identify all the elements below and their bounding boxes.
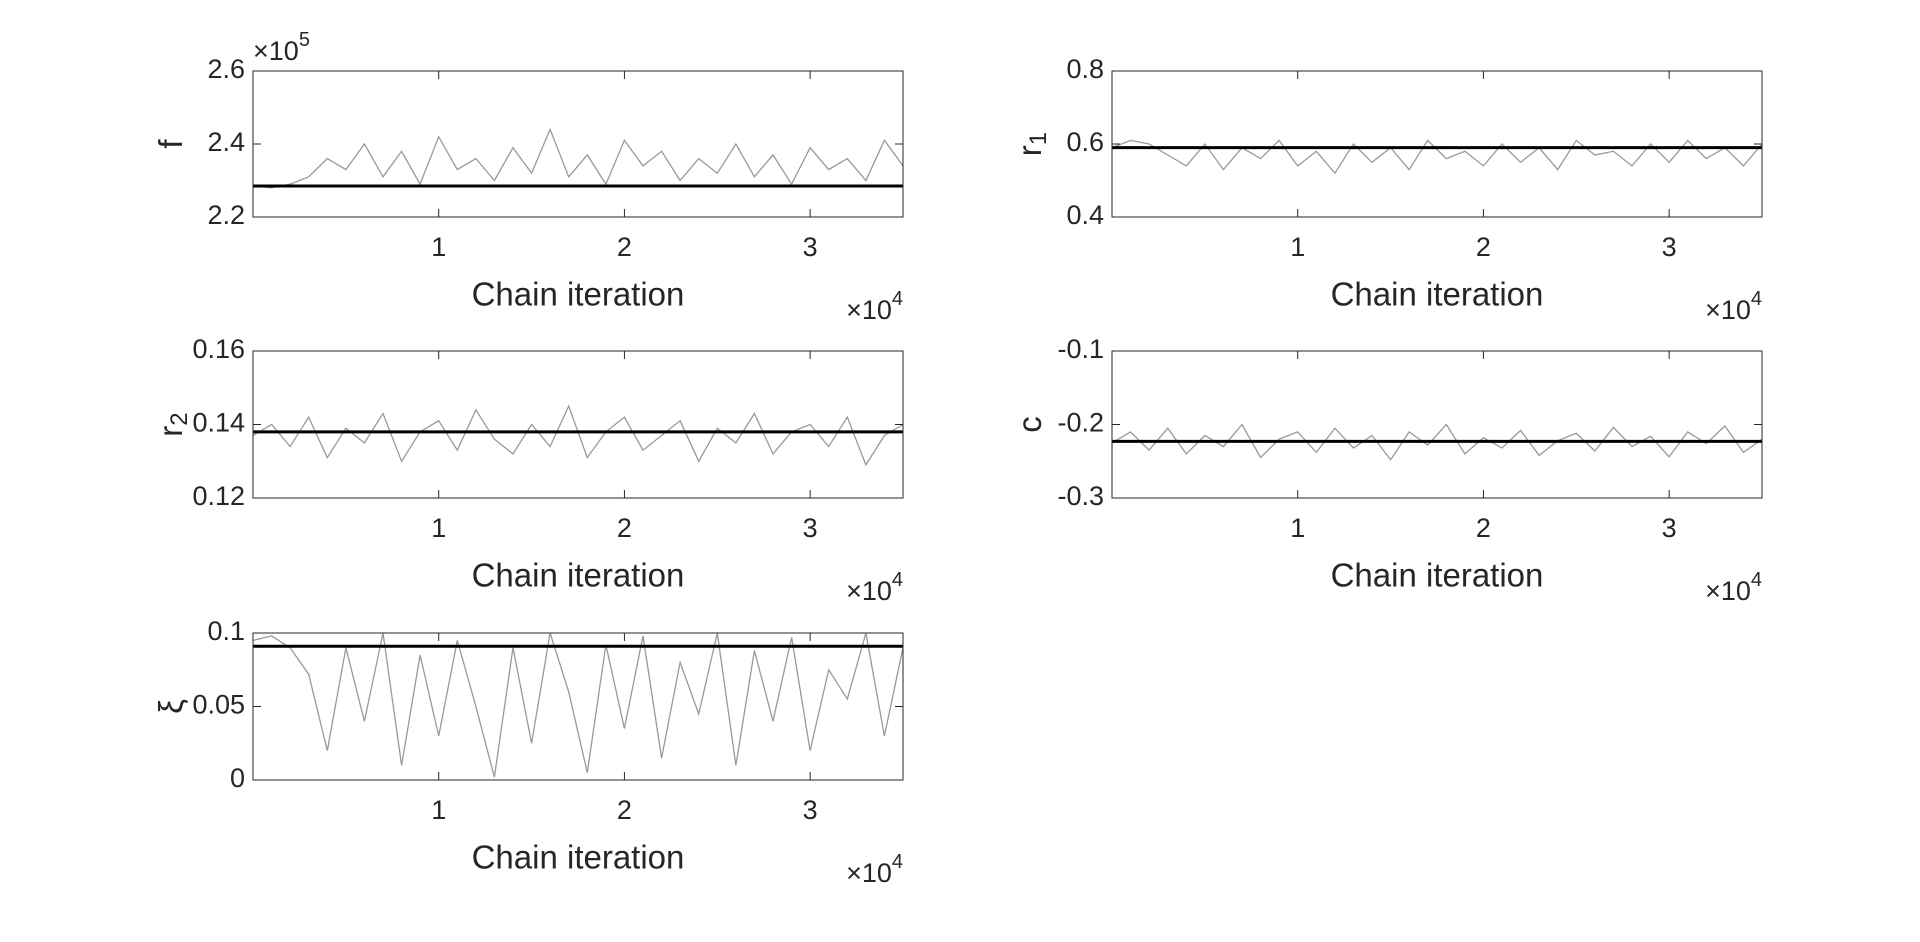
plot-area <box>253 633 903 778</box>
y-axis-label: f <box>152 139 189 149</box>
plot-area <box>253 127 903 189</box>
x-tick-label: 2 <box>1476 513 1491 543</box>
multiplier-power: 4 <box>892 288 903 310</box>
y-tick-label: 0.16 <box>192 334 245 364</box>
axes-box <box>1111 70 1763 218</box>
y-tick-label: -0.1 <box>1057 334 1104 364</box>
trace-line <box>253 633 903 778</box>
x-axis-label: Chain iteration <box>1331 557 1544 594</box>
y-label-main: r <box>152 426 189 437</box>
axes-box <box>252 70 904 218</box>
y-tick-label: 0.12 <box>192 481 245 511</box>
y-tick-label: 0.05 <box>192 690 245 720</box>
plot-area <box>1112 423 1762 461</box>
axis-multiplier: ×104 <box>846 851 903 888</box>
y-tick-label: 0.8 <box>1066 54 1104 84</box>
y-axis-label: c <box>1011 416 1048 433</box>
x-tick-label: 2 <box>617 513 632 543</box>
y-label-subscript: 1 <box>1025 132 1052 145</box>
multiplier-power: 4 <box>892 569 903 591</box>
multiplier-base: ×10 <box>846 576 892 606</box>
axes-box <box>252 632 904 781</box>
y-tick-label: -0.2 <box>1057 408 1104 438</box>
y-tick-label: 0.6 <box>1066 127 1104 157</box>
y-label-main: ξ <box>152 699 189 714</box>
multiplier-power: 4 <box>892 851 903 873</box>
x-tick-label: 2 <box>1476 232 1491 262</box>
y-tick-label: 2.6 <box>207 54 245 84</box>
axis-multiplier: ×105 <box>253 29 310 66</box>
y-tick-label: -0.3 <box>1057 481 1104 511</box>
x-tick-label: 2 <box>617 795 632 825</box>
x-tick-label: 3 <box>1662 232 1677 262</box>
multiplier-power: 4 <box>1751 569 1762 591</box>
y-axis-label: r2 <box>152 412 194 436</box>
plot-area <box>253 404 903 467</box>
axes-box <box>1111 350 1763 499</box>
x-tick-label: 3 <box>803 795 818 825</box>
axis-multiplier: ×104 <box>1705 288 1762 325</box>
x-tick-label: 3 <box>1662 513 1677 543</box>
y-axis-label: r1 <box>1011 132 1053 156</box>
multiplier-base: ×10 <box>1705 576 1751 606</box>
y-tick-label: 0 <box>230 763 245 793</box>
x-tick-label: 3 <box>803 232 818 262</box>
x-axis-label: Chain iteration <box>472 839 685 876</box>
x-tick-label: 1 <box>1290 232 1305 262</box>
multiplier-base: ×10 <box>846 858 892 888</box>
y-tick-label: 2.2 <box>207 200 245 230</box>
x-tick-label: 1 <box>431 513 446 543</box>
axis-multiplier: ×104 <box>846 569 903 606</box>
trace-line <box>253 127 903 189</box>
multiplier-base: ×10 <box>846 295 892 325</box>
trace-line <box>1112 423 1762 461</box>
x-tick-label: 1 <box>1290 513 1305 543</box>
x-tick-label: 3 <box>803 513 818 543</box>
trace-line <box>253 404 903 467</box>
x-axis-label: Chain iteration <box>472 276 685 313</box>
y-axis-label: ξ <box>152 699 189 714</box>
axes-box <box>252 350 904 499</box>
y-label-main: f <box>152 139 189 149</box>
trace-line <box>1112 139 1762 175</box>
y-tick-label: 2.4 <box>207 127 245 157</box>
y-tick-label: 0.1 <box>207 616 245 646</box>
y-label-main: c <box>1011 416 1048 433</box>
x-axis-label: Chain iteration <box>472 557 685 594</box>
multiplier-base: ×10 <box>1705 295 1751 325</box>
x-axis-label: Chain iteration <box>1331 276 1544 313</box>
y-tick-label: 0.14 <box>192 408 245 438</box>
x-tick-label: 1 <box>431 232 446 262</box>
x-tick-label: 2 <box>617 232 632 262</box>
x-tick-label: 1 <box>431 795 446 825</box>
axis-multiplier: ×104 <box>846 288 903 325</box>
multiplier-power: 4 <box>1751 288 1762 310</box>
y-label-main: r <box>1011 145 1048 156</box>
multiplier-base: ×10 <box>253 36 299 66</box>
axis-multiplier: ×104 <box>1705 569 1762 606</box>
multiplier-power: 5 <box>299 29 310 51</box>
y-tick-label: 0.4 <box>1066 200 1104 230</box>
y-label-subscript: 2 <box>166 412 193 425</box>
plot-area <box>1112 139 1762 175</box>
